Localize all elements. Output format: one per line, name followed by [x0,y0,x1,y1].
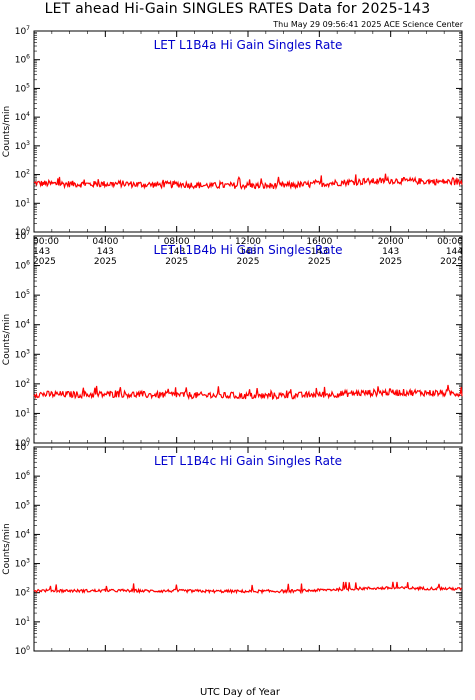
y-tick-label: 101 [15,407,30,419]
x-tick-label: 2025 [237,257,260,267]
y-tick-label: 100 [15,437,30,449]
y-tick-label: 106 [15,260,30,272]
plot-frame [33,446,463,652]
series-line [33,581,463,595]
y-tick-label: 102 [15,169,30,181]
y-tick-label: 104 [15,319,30,331]
y-tick-label: 103 [15,348,30,360]
x-tick-label: 144 [446,247,463,257]
x-tick-label: 143 [311,247,328,257]
x-tick-label: 2025 [94,257,117,267]
y-tick-label: 107 [15,25,30,37]
x-tick-label: 143 [33,247,50,257]
y-tick-label: 101 [15,197,30,209]
x-tick-label: 2025 [33,257,56,267]
panel-title: LET L1B4a Hi Gain Singles Rate [154,38,343,52]
chart-panel-3: 100 101 102 103 104 105 106 107 Counts/min LET L1… [2,441,463,657]
y-tick-label: 102 [15,587,30,599]
x-tick-label: 2025 [379,257,402,267]
y-tick-label: 102 [15,378,30,390]
y-axis-label: Counts/min [2,314,12,365]
plot-frame [33,30,463,233]
y-tick-label: 100 [15,645,30,657]
x-tick-label: 2025 [165,257,188,267]
x-tick-label: 2025 [440,257,463,267]
y-tick-label: 101 [15,616,30,628]
y-tick-label: 104 [15,111,30,123]
series-line [33,173,463,191]
generated-timestamp: Thu May 29 09:56:41 2025 ACE Science Cen… [273,20,463,29]
panel-title: LET L1B4c Hi Gain Singles Rate [154,454,342,468]
y-tick-label: 103 [15,558,30,570]
y-tick-label: 103 [15,140,30,152]
x-tick-label: 143 [382,247,399,257]
x-tick-label: 143 [239,247,256,257]
y-tick-label: 104 [15,528,30,540]
series-line [33,384,463,401]
chart-panel-1: 100 101 102 103 104 105 106 107 Counts/min LET L1… [2,25,463,267]
x-tick-label: 00:00 [437,237,463,247]
x-axis-label: UTC Day of Year [200,687,281,698]
y-axis-label: Counts/min [2,523,12,574]
x-tick-label: 143 [168,247,185,257]
y-tick-label: 106 [15,54,30,66]
y-tick-label: 105 [15,499,30,511]
page-title: LET ahead Hi-Gain SINGLES RATES Data for… [44,1,431,17]
y-tick-label: 100 [15,226,30,238]
y-tick-label: 105 [15,82,30,94]
y-axis-label: Counts/min [2,106,12,157]
y-tick-label: 107 [15,441,30,453]
x-tick-label: 00:00 [33,237,59,247]
plot-frame [33,235,463,444]
chart-panel-2: 100 101 102 103 104 105 106 107 Counts/min LET L1… [2,230,463,449]
x-tick-label: 143 [97,247,114,257]
y-tick-label: 106 [15,470,30,482]
x-tick-label: 2025 [308,257,331,267]
y-tick-label: 105 [15,289,30,301]
panel-title: LET L1B4b Hi Gain Singles Rate [153,243,342,257]
y-tick-label: 107 [15,230,30,242]
